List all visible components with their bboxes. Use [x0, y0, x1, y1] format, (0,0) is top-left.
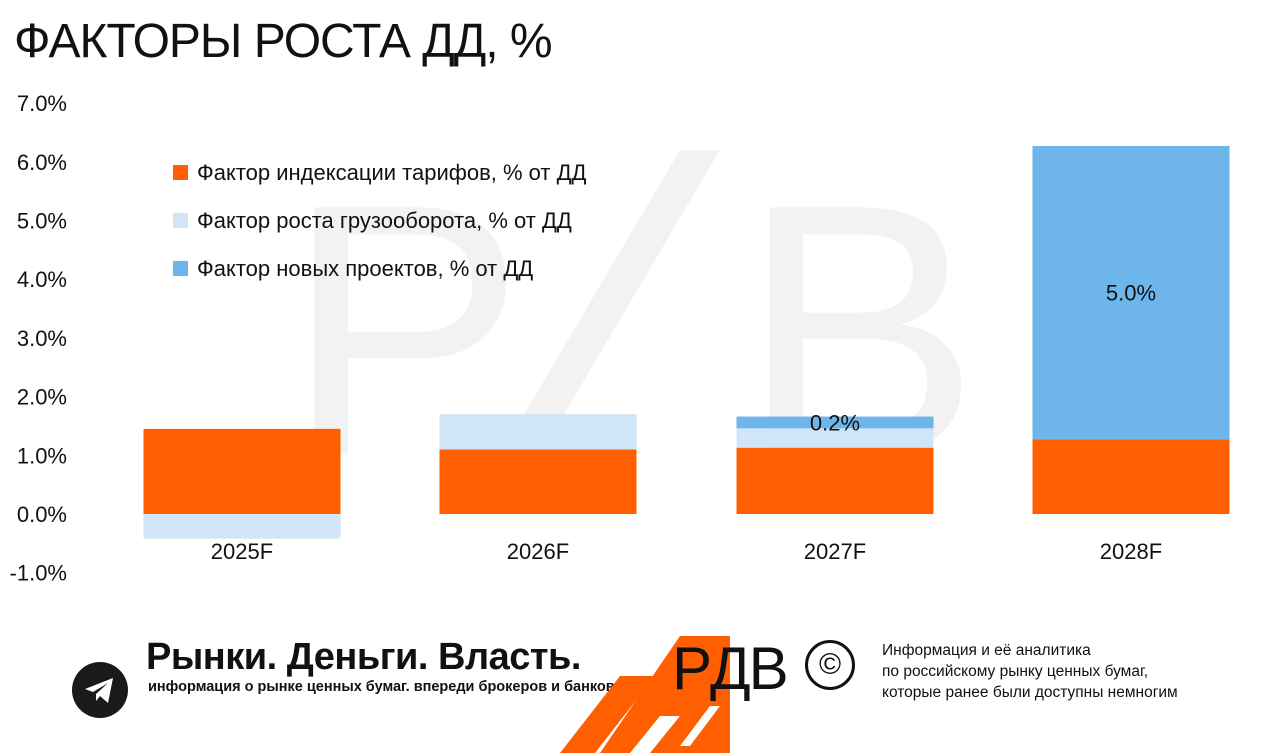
- y-axis: 7.0% 6.0% 5.0% 4.0% 3.0% 2.0% 1.0% 0.0% -1.0%: [10, 91, 67, 586]
- data-label: 5.0%: [1106, 281, 1156, 306]
- info-line: Информация и её аналитика: [882, 642, 1091, 659]
- info-line: которые ранее были доступны немногим: [882, 684, 1178, 701]
- legend-label: Фактор новых проектов, % от ДД: [197, 256, 533, 281]
- legend: Фактор индексации тарифов, % от ДД Фактор…: [173, 160, 587, 281]
- y-tick-label: -1.0%: [10, 561, 67, 586]
- y-tick-label: 0.0%: [17, 502, 67, 527]
- footer: Рынки. Деньги. Власть. информация о рынк…: [0, 622, 1280, 753]
- page-title: ФАКТОРЫ РОСТА ДД, %: [14, 15, 553, 68]
- bar-2025F-series-1: [143, 514, 341, 539]
- legend-swatch: [173, 213, 188, 228]
- y-tick-label: 6.0%: [17, 150, 67, 175]
- data-label: 0.2%: [810, 410, 860, 435]
- copyright-icon: ©: [805, 640, 855, 690]
- legend-label: Фактор индексации тарифов, % от ДД: [197, 160, 587, 185]
- bar-2026F-series-0: [439, 449, 637, 514]
- y-tick-label: 3.0%: [17, 326, 67, 351]
- bar-2028F-series-0: [1032, 439, 1230, 514]
- orange-pattern-logo: [560, 636, 730, 753]
- bar-2027F-series-1: [736, 428, 934, 448]
- x-axis: 2025F 2026F 2027F 2028F: [211, 539, 1162, 564]
- y-tick-label: 1.0%: [17, 443, 67, 468]
- x-tick-label: 2026F: [507, 539, 569, 564]
- telegram-icon[interactable]: [72, 662, 128, 718]
- brand-name: Рынки. Деньги. Власть.: [146, 636, 581, 678]
- watermark-logo: P B: [285, 130, 980, 532]
- data-labels: 0.2% 5.0%: [810, 281, 1156, 436]
- y-tick-label: 2.0%: [17, 385, 67, 410]
- legend-swatch: [173, 165, 188, 180]
- legend-label: Фактор роста грузооборота, % от ДД: [197, 208, 572, 233]
- brand-tagline: информация о рынке ценных бумаг. впереди…: [148, 679, 619, 695]
- x-tick-label: 2028F: [1100, 539, 1162, 564]
- bar-2028F-series-2: [1032, 145, 1230, 440]
- y-tick-label: 7.0%: [17, 91, 67, 116]
- bars: [143, 145, 1230, 539]
- y-tick-label: 4.0%: [17, 267, 67, 292]
- chart-canvas: P B 7.0% 6.0% 5.0% 4.0% 3.0% 2.0% 1.0% 0.0% -1.0…: [10, 91, 1230, 586]
- info-line: по российскому рынку ценных бумаг,: [882, 663, 1149, 680]
- bar-2027F-series-0: [736, 447, 934, 514]
- y-tick-label: 5.0%: [17, 209, 67, 234]
- x-tick-label: 2027F: [804, 539, 866, 564]
- info-text: Информация и её аналитика по российскому…: [882, 640, 1178, 703]
- legend-swatch: [173, 261, 188, 276]
- rdv-logo: PДB: [672, 635, 789, 702]
- bar-2027F-series-2: [736, 416, 934, 429]
- bar-2025F-series-0: [143, 428, 341, 514]
- x-tick-label: 2025F: [211, 539, 273, 564]
- bar-2026F-series-1: [439, 414, 637, 450]
